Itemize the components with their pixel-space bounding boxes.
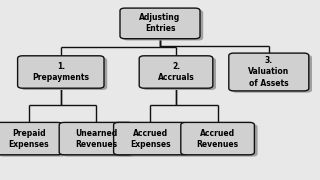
Text: Accrued
Expenses: Accrued Expenses — [130, 129, 171, 149]
FancyBboxPatch shape — [139, 56, 213, 88]
Text: 2.
Accruals: 2. Accruals — [158, 62, 194, 82]
FancyBboxPatch shape — [142, 58, 216, 90]
FancyBboxPatch shape — [114, 122, 187, 155]
Text: Prepaid
Expenses: Prepaid Expenses — [9, 129, 49, 149]
FancyBboxPatch shape — [117, 124, 190, 157]
Text: Accrued
Revenues: Accrued Revenues — [196, 129, 239, 149]
FancyBboxPatch shape — [62, 124, 136, 157]
Text: 3.
Valuation
of Assets: 3. Valuation of Assets — [248, 56, 289, 88]
FancyBboxPatch shape — [184, 124, 258, 157]
Text: Adjusting
Entries: Adjusting Entries — [140, 13, 180, 33]
FancyBboxPatch shape — [181, 122, 254, 155]
FancyBboxPatch shape — [120, 8, 200, 39]
FancyBboxPatch shape — [0, 124, 66, 157]
FancyBboxPatch shape — [0, 122, 62, 155]
Text: Unearned
Revenues: Unearned Revenues — [75, 129, 117, 149]
FancyBboxPatch shape — [18, 56, 104, 88]
FancyBboxPatch shape — [59, 122, 133, 155]
FancyBboxPatch shape — [123, 10, 203, 40]
FancyBboxPatch shape — [229, 53, 309, 91]
FancyBboxPatch shape — [232, 55, 312, 93]
FancyBboxPatch shape — [21, 58, 107, 90]
Text: 1.
Prepayments: 1. Prepayments — [32, 62, 89, 82]
